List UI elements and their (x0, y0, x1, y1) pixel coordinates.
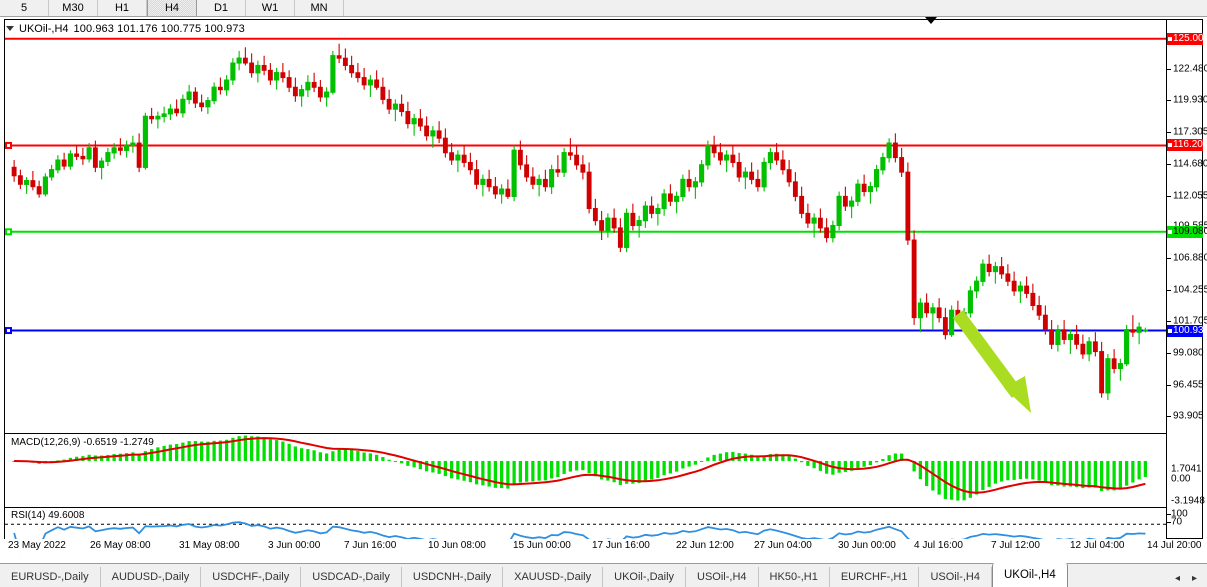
chart-tab-usdcad-daily[interactable]: USDCAD-,Daily (301, 567, 402, 587)
time-axis-label: 30 Jun 00:00 (838, 540, 896, 551)
price-scale-tick (1167, 290, 1171, 292)
price-tag-anchor (1168, 143, 1172, 148)
price-scale-tick (1167, 69, 1171, 71)
chart-tab-eurchf-h1[interactable]: EURCHF-,H1 (829, 567, 920, 587)
chart-tab-audusd-daily[interactable]: AUDUSD-,Daily (100, 567, 202, 587)
price-tag-anchor (1168, 328, 1172, 333)
chart-tab-eurusd-daily[interactable]: EURUSD-,Daily (0, 567, 101, 587)
price-scale-tick (1167, 100, 1171, 102)
price-scale-label: 117.305 (1173, 126, 1207, 138)
price-scale-tick (1167, 132, 1171, 134)
price-pane[interactable] (5, 20, 1166, 434)
price-scale-label: 104.255 (1173, 284, 1207, 296)
chart-tab-ukoil-h4[interactable]: UKOil-,H4 (991, 563, 1068, 587)
time-axis-label: 31 May 08:00 (179, 540, 240, 551)
price-scale-label: 119.930 (1173, 94, 1207, 106)
time-axis-label: 14 Jul 20:00 (1147, 540, 1202, 551)
chart-tab-usdchf-daily[interactable]: USDCHF-,Daily (201, 567, 302, 587)
chart-symbol-header[interactable]: UKOil-,H4 100.963 101.176 100.775 100.97… (6, 22, 248, 35)
rsi-scale-label: 100 (1171, 508, 1188, 520)
time-axis-label: 27 Jun 04:00 (754, 540, 812, 551)
price-tag-resistance[interactable]: 125.006 (1167, 32, 1207, 45)
timeframe-button-h4[interactable]: H4 (147, 0, 197, 16)
chart-tab-usoil-h4[interactable]: USOil-,H4 (686, 567, 759, 587)
price-scale-label: 101.705 (1173, 315, 1207, 327)
time-axis-label: 7 Jun 16:00 (344, 540, 397, 551)
candlestick-chart (5, 37, 1166, 413)
time-axis-label: 10 Jun 08:00 (428, 540, 486, 551)
chart-frame[interactable]: MACD(12,26,9) -0.6519 -1.2749 RSI(14) 49… (4, 19, 1207, 558)
price-scale-tick (1167, 384, 1171, 386)
price-scale-tick (1167, 258, 1171, 260)
timeframe-button-5[interactable]: 5 (0, 0, 49, 16)
price-scale-label: 106.880 (1173, 252, 1207, 264)
price-scale-label: 96.455 (1173, 379, 1204, 391)
timeframe-button-mn[interactable]: MN (295, 0, 344, 16)
chart-ohlc-values: 100.963 101.176 100.775 100.973 (73, 22, 245, 35)
price-scale-label: 112.055 (1173, 190, 1207, 202)
price-scale-label: 109.585 (1173, 220, 1207, 231)
price-tag-support[interactable]: 109.080 (1167, 225, 1207, 238)
timeframe-button-h1[interactable]: H1 (98, 0, 147, 16)
price-scale-tick (1167, 415, 1171, 417)
macd-scale-label: -3.1948 (1171, 495, 1205, 507)
timeframe-button-d1[interactable]: D1 (197, 0, 246, 16)
time-axis-label: 12 Jul 04:00 (1070, 540, 1125, 551)
time-axis-label: 7 Jul 12:00 (991, 540, 1040, 551)
time-axis-label: 23 May 2022 (8, 540, 66, 551)
price-scale-label: 114.680 (1173, 158, 1207, 170)
rsi-indicator-label: RSI(14) 49.6008 (11, 510, 87, 521)
time-axis-label: 17 Jun 16:00 (592, 540, 650, 551)
tab-nav-controls[interactable]: ◂ ▸ (1165, 573, 1207, 587)
price-scale-tick (1167, 163, 1171, 165)
chart-symbol-label: UKOil-,H4 (19, 22, 69, 35)
price-tag-anchor (1168, 36, 1172, 41)
macd-indicator-chart (12, 435, 1148, 501)
price-scale-label: 93.905 (1173, 410, 1204, 422)
time-axis-label: 22 Jun 12:00 (676, 540, 734, 551)
time-axis-label: 15 Jun 00:00 (513, 540, 571, 551)
chart-tab-xauusd-daily[interactable]: XAUUSD-,Daily (503, 567, 604, 587)
chevron-down-icon[interactable] (6, 26, 14, 31)
price-scale-label: 122.480 (1173, 63, 1207, 75)
rsi-scale-label: 70 (1171, 516, 1183, 528)
chart-tab-usdcnh-daily[interactable]: USDCNH-,Daily (401, 567, 504, 587)
macd-pane[interactable] (5, 434, 1166, 508)
rsi-scale-tick (1167, 522, 1171, 523)
tab-prev-icon[interactable]: ◂ (1174, 573, 1180, 584)
chart-tab-ukoil-daily[interactable]: UKOil-,Daily (603, 567, 687, 587)
rsi-scale-tick (1167, 514, 1171, 515)
macd-indicator-label: MACD(12,26,9) -0.6519 -1.2749 (11, 437, 154, 448)
macd-scale-label: 0.00 (1171, 473, 1191, 485)
down-arrow-annotation (952, 310, 1031, 413)
price-scale[interactable]: 122.480 119.930 117.305 114.680 112.055 109.5… (1166, 20, 1207, 558)
time-axis: 23 May 2022 26 May 08:00 31 May 08:00 3 Jun… (4, 539, 1203, 557)
chart-tab-bar[interactable]: EURUSD-,Daily AUDUSD-,Daily USDCHF-,Daily U… (0, 563, 1207, 587)
price-tag-anchor (1168, 229, 1172, 234)
macd-scale-label: 1.7041 (1171, 463, 1202, 475)
chart-top-marker-icon[interactable] (925, 17, 937, 24)
time-axis-label: 4 Jul 16:00 (914, 540, 963, 551)
tab-next-icon[interactable]: ▸ (1191, 573, 1197, 584)
time-axis-label: 26 May 08:00 (90, 540, 151, 551)
timeframe-toolbar[interactable]: 5 M30 H1 H4 D1 W1 MN (0, 0, 1207, 17)
price-scale-tick (1167, 353, 1171, 355)
chart-tab-hk50-h1[interactable]: HK50-,H1 (758, 567, 830, 587)
price-scale-tick (1167, 195, 1171, 197)
timeframe-button-m30[interactable]: M30 (49, 0, 98, 16)
timeframe-button-w1[interactable]: W1 (246, 0, 295, 16)
price-scale-label: 99.080 (1173, 347, 1204, 359)
toolbar-spacer (344, 0, 1207, 16)
time-axis-label: 3 Jun 00:00 (268, 540, 321, 551)
price-scale-tick (1167, 321, 1171, 323)
price-tag-current[interactable]: 100.935 (1167, 324, 1207, 337)
chart-tab-usoil-h4[interactable]: USOil-,H4 (919, 567, 992, 587)
price-tag-resistance[interactable]: 116.202 (1167, 139, 1207, 152)
